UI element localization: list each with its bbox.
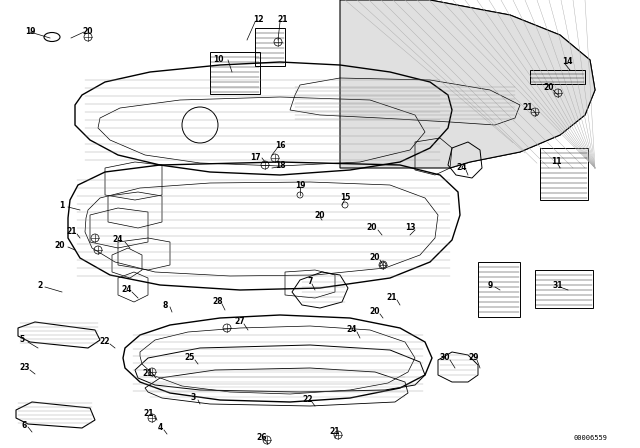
Text: 18: 18 xyxy=(275,160,285,169)
Text: 19: 19 xyxy=(25,27,35,36)
Text: 20: 20 xyxy=(370,307,380,316)
Text: 27: 27 xyxy=(235,318,245,327)
Text: 23: 23 xyxy=(20,363,30,372)
Text: 00006559: 00006559 xyxy=(573,435,607,441)
Text: 14: 14 xyxy=(562,57,572,66)
Bar xyxy=(530,70,585,84)
Polygon shape xyxy=(340,0,595,168)
Text: 24: 24 xyxy=(122,285,132,294)
Text: 4: 4 xyxy=(157,423,163,432)
Text: 21: 21 xyxy=(144,409,154,418)
Text: 22: 22 xyxy=(303,396,313,405)
Text: 21: 21 xyxy=(143,369,153,378)
Text: 5: 5 xyxy=(19,336,24,345)
Text: 3: 3 xyxy=(190,393,196,402)
Text: 20: 20 xyxy=(315,211,325,220)
Text: 30: 30 xyxy=(440,353,451,362)
Text: 20: 20 xyxy=(83,27,93,36)
Text: 11: 11 xyxy=(551,158,561,167)
Text: 9: 9 xyxy=(488,280,493,289)
Text: 12: 12 xyxy=(253,16,263,25)
Text: 24: 24 xyxy=(113,236,124,245)
Text: 25: 25 xyxy=(185,353,195,362)
Text: 28: 28 xyxy=(212,297,223,306)
Text: 21: 21 xyxy=(523,103,533,112)
Text: 19: 19 xyxy=(295,181,305,190)
Text: 29: 29 xyxy=(468,353,479,362)
Text: 13: 13 xyxy=(404,224,415,233)
Text: 15: 15 xyxy=(340,193,350,202)
Text: 17: 17 xyxy=(250,154,260,163)
Text: 21: 21 xyxy=(330,427,340,436)
Text: 8: 8 xyxy=(163,301,168,310)
Text: 24: 24 xyxy=(347,326,357,335)
Text: 20: 20 xyxy=(370,254,380,263)
Text: 10: 10 xyxy=(212,56,223,65)
Bar xyxy=(478,262,520,317)
Text: 21: 21 xyxy=(278,16,288,25)
Text: 1: 1 xyxy=(60,201,65,210)
Bar xyxy=(540,148,588,200)
Text: 7: 7 xyxy=(307,277,313,287)
Text: 21: 21 xyxy=(67,228,77,237)
Text: 6: 6 xyxy=(21,421,27,430)
Text: 2: 2 xyxy=(37,280,43,289)
Text: 20: 20 xyxy=(544,83,554,92)
Bar xyxy=(255,28,285,66)
Text: 20: 20 xyxy=(367,224,377,233)
Bar xyxy=(535,270,593,308)
Text: 20: 20 xyxy=(55,241,65,250)
Text: 22: 22 xyxy=(100,337,110,346)
Bar xyxy=(210,52,260,94)
Text: 26: 26 xyxy=(257,434,268,443)
Text: 24: 24 xyxy=(457,164,467,172)
Text: 31: 31 xyxy=(553,280,563,289)
Text: 21: 21 xyxy=(387,293,397,302)
Text: 16: 16 xyxy=(275,141,285,150)
